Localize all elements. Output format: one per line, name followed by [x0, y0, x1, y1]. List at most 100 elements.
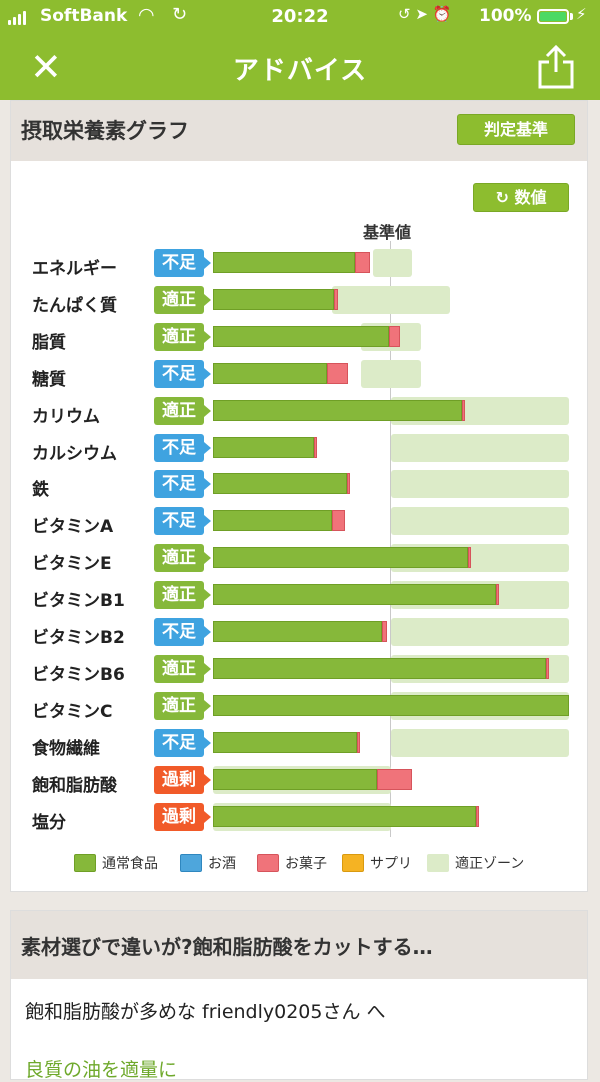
appropriate-zone [332, 285, 450, 314]
status-badge-arrow [204, 626, 211, 638]
bar-snack [314, 436, 318, 458]
status-badge: 適正 [154, 691, 204, 720]
appropriate-zone [391, 433, 569, 462]
nutrient-row: ビタミンB6 適正 [11, 653, 587, 690]
bar-snack [467, 547, 472, 569]
bar-normal-food [213, 584, 497, 606]
status-badge: 過剰 [154, 802, 204, 831]
nutrient-name: 飽和脂肪酸 [32, 775, 117, 796]
status-badge-arrow [204, 773, 211, 786]
value-toggle-label: 数値 [514, 188, 547, 207]
advice-article-card[interactable]: 素材選びで違いが?飽和脂肪酸をカットする… 飽和脂肪酸が多めな friendly… [10, 910, 588, 1081]
wifi-icon: ◠ [138, 4, 155, 26]
status-badge-arrow [204, 552, 211, 565]
status-badge-arrow [204, 293, 211, 306]
location-icon: ➤ [415, 5, 428, 23]
nutrient-name: ビタミンC [32, 701, 113, 722]
status-badge: 不足 [154, 359, 204, 388]
bar-snack [355, 252, 370, 273]
bar-normal-food [213, 399, 463, 421]
bar-snack [346, 473, 350, 495]
nutrient-name: 脂質 [32, 332, 66, 353]
bar-snack [476, 805, 480, 827]
share-icon[interactable] [536, 44, 576, 90]
bar-normal-food [213, 657, 546, 679]
status-badge: 過剰 [154, 765, 204, 794]
nutrient-row: たんぱく質 適正 [11, 284, 587, 321]
status-badge-arrow [204, 699, 211, 712]
graph-card-title: 摂取栄養素グラフ [21, 119, 189, 143]
legend-item: サプリ [342, 853, 412, 873]
nutrient-row: 塩分 過剰 [11, 801, 587, 838]
legend-label: 適正ゾーン [455, 856, 525, 872]
bar-normal-food [213, 694, 569, 716]
nutrient-row: カリウム 適正 [11, 395, 587, 432]
nutrient-name: 糖質 [32, 369, 66, 390]
bar-normal-food [213, 731, 358, 753]
legend-swatch [257, 854, 279, 872]
bar-snack [332, 510, 345, 532]
legend-swatch [74, 854, 96, 872]
criteria-button[interactable]: 判定基準 [457, 114, 575, 145]
battery-tip [570, 13, 573, 20]
nutrient-row: エネルギー 不足 [11, 247, 587, 284]
bar-normal-food [213, 436, 315, 458]
bar-snack [462, 399, 466, 421]
bar-normal-food [213, 473, 347, 495]
nutrient-row: ビタミンB1 適正 [11, 579, 587, 616]
nutrient-row: 飽和脂肪酸 過剰 [11, 764, 587, 801]
nutrient-row: 鉄 不足 [11, 468, 587, 505]
nutrient-name: カルシウム [32, 443, 117, 464]
alarm-icon: ⏰ [432, 5, 452, 23]
bar-normal-food [213, 510, 333, 532]
article-highlight[interactable]: 良質の油を適量に [25, 1059, 178, 1081]
status-badge: 不足 [154, 249, 204, 277]
nutrient-row: ビタミンC 適正 [11, 690, 587, 727]
status-bar: SoftBank ◠ ↻ 20:22 ↺ ➤ ⏰ 100% ⚡ [0, 0, 600, 34]
status-badge: 適正 [154, 544, 204, 573]
chart-legend: 通常食品 お酒 お菓子 サプリ 適正ゾーン [11, 853, 587, 875]
battery-percent: 100% [479, 6, 532, 26]
nav-bar: ✕ アドバイス [0, 34, 600, 100]
value-toggle-button[interactable]: ↻ 数値 [473, 183, 569, 212]
reference-label: 基準値 [363, 223, 412, 242]
status-badge: 不足 [154, 618, 204, 646]
bar-normal-food [213, 805, 477, 827]
bar-normal-food [213, 325, 390, 347]
status-badge-arrow [204, 330, 211, 343]
sync-icon: ↻ [172, 4, 188, 25]
status-badge: 不足 [154, 470, 204, 499]
status-badge-arrow [204, 257, 211, 269]
legend-swatch [180, 854, 202, 872]
legend-swatch [427, 854, 449, 872]
bar-normal-food [213, 362, 327, 384]
nutrient-name: ビタミンB1 [32, 591, 125, 612]
article-title[interactable]: 素材選びで違いが?飽和脂肪酸をカットする… [21, 935, 433, 959]
nutrient-row: 糖質 不足 [11, 358, 587, 395]
bar-snack [326, 362, 349, 384]
status-badge-arrow [204, 662, 211, 675]
bar-snack [357, 731, 361, 753]
nutrient-row: カルシウム 不足 [11, 432, 587, 469]
nutrient-name: ビタミンA [32, 517, 114, 538]
nutrient-name: たんぱく質 [32, 295, 117, 316]
nutrient-row: ビタミンB2 不足 [11, 616, 587, 653]
appropriate-zone [391, 618, 569, 646]
legend-label: お菓子 [285, 856, 327, 872]
close-icon[interactable]: ✕ [30, 45, 62, 89]
bar-normal-food [213, 252, 356, 273]
legend-item: 適正ゾーン [427, 853, 524, 873]
legend-label: お酒 [208, 856, 236, 872]
reference-line [390, 241, 391, 837]
bar-normal-food [213, 768, 377, 790]
carrier-name: SoftBank [40, 6, 128, 26]
status-badge: 適正 [154, 322, 204, 351]
nutrient-name: 食物繊維 [32, 738, 100, 759]
nutrient-name: ビタミンE [32, 554, 112, 575]
status-badge-arrow [204, 478, 211, 491]
charging-icon: ⚡ [576, 5, 587, 23]
bar-normal-food [213, 621, 383, 642]
nutrient-row: ビタミンA 不足 [11, 505, 587, 542]
status-badge-arrow [204, 810, 211, 823]
nutrient-name: 鉄 [32, 480, 49, 501]
